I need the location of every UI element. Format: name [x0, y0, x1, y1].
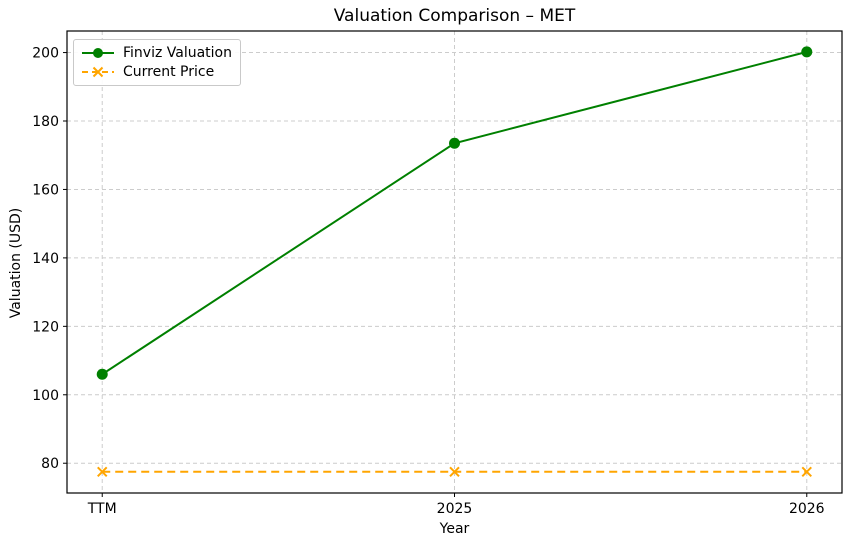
- svg-text:100: 100: [32, 388, 59, 404]
- legend-swatch-solid-circle-icon: [82, 48, 114, 58]
- svg-text:80: 80: [41, 456, 59, 472]
- legend-item-current-price: Current Price: [81, 63, 232, 81]
- svg-text:200: 200: [32, 46, 59, 62]
- legend: Finviz Valuation Current Price: [73, 39, 241, 86]
- chart-title: Valuation Comparison – MET: [333, 6, 576, 26]
- svg-text:2025: 2025: [437, 501, 473, 517]
- legend-label-current-price: Current Price: [123, 64, 215, 80]
- svg-text:2026: 2026: [789, 501, 825, 517]
- legend-label-finviz-valuation: Finviz Valuation: [123, 45, 232, 61]
- svg-text:TTM: TTM: [87, 501, 117, 517]
- svg-text:140: 140: [32, 251, 59, 267]
- legend-item-finviz-valuation: Finviz Valuation: [81, 44, 232, 62]
- legend-swatch-dashed-x-icon: [82, 66, 114, 78]
- svg-text:180: 180: [32, 114, 59, 130]
- svg-text:160: 160: [32, 182, 59, 198]
- x-axis-label: Year: [439, 521, 470, 537]
- svg-text:120: 120: [32, 319, 59, 335]
